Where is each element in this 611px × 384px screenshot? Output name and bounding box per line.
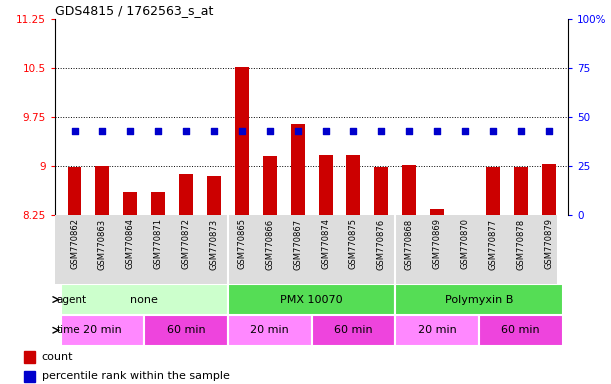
Text: GSM770877: GSM770877 — [488, 218, 497, 270]
Point — [404, 128, 414, 134]
Point — [432, 128, 442, 134]
Bar — [68, 167, 81, 215]
Point — [321, 128, 331, 134]
Point — [488, 128, 498, 134]
Point — [153, 128, 163, 134]
Text: GSM770876: GSM770876 — [377, 218, 386, 270]
Text: GSM770872: GSM770872 — [181, 218, 191, 270]
Point — [125, 128, 135, 134]
Point — [348, 128, 358, 134]
Bar — [291, 124, 305, 215]
Text: Polymyxin B: Polymyxin B — [445, 295, 513, 305]
Point — [98, 128, 108, 134]
Bar — [542, 164, 555, 215]
Text: percentile rank within the sample: percentile rank within the sample — [42, 371, 229, 381]
Point — [544, 128, 554, 134]
Bar — [486, 167, 500, 215]
Text: GSM770870: GSM770870 — [461, 218, 469, 270]
Text: GSM770874: GSM770874 — [321, 218, 330, 270]
Text: GSM770879: GSM770879 — [544, 218, 553, 270]
Text: GSM770878: GSM770878 — [516, 218, 525, 270]
Text: time: time — [56, 325, 80, 335]
Point — [237, 128, 247, 134]
Bar — [395, 315, 479, 346]
Point — [460, 128, 470, 134]
Point — [70, 128, 79, 134]
Bar — [346, 155, 360, 215]
Text: GSM770862: GSM770862 — [70, 218, 79, 270]
Bar — [235, 67, 249, 215]
Text: none: none — [130, 295, 158, 305]
Text: GSM770868: GSM770868 — [404, 218, 414, 270]
Bar — [207, 176, 221, 215]
Text: GSM770871: GSM770871 — [154, 218, 163, 270]
Bar — [152, 192, 165, 215]
Bar — [395, 284, 563, 315]
Text: count: count — [42, 352, 73, 362]
Point — [265, 128, 275, 134]
Text: GSM770864: GSM770864 — [126, 218, 135, 270]
Text: GDS4815 / 1762563_s_at: GDS4815 / 1762563_s_at — [55, 3, 213, 17]
Text: 20 min: 20 min — [418, 325, 456, 335]
Bar — [60, 284, 228, 315]
Text: agent: agent — [56, 295, 87, 305]
Bar — [514, 167, 528, 215]
Bar — [458, 215, 472, 217]
Bar — [318, 155, 332, 215]
Bar — [430, 209, 444, 215]
Bar — [402, 165, 416, 215]
Text: GSM770867: GSM770867 — [293, 218, 302, 270]
Bar — [144, 315, 228, 346]
Text: 20 min: 20 min — [251, 325, 289, 335]
Text: 20 min: 20 min — [83, 325, 122, 335]
Text: GSM770873: GSM770873 — [210, 218, 219, 270]
Bar — [479, 315, 563, 346]
Bar — [375, 167, 389, 215]
Text: GSM770869: GSM770869 — [433, 218, 442, 270]
Point — [209, 128, 219, 134]
Bar — [60, 315, 144, 346]
Bar — [263, 156, 277, 215]
Bar — [312, 315, 395, 346]
Text: 60 min: 60 min — [502, 325, 540, 335]
Point — [181, 128, 191, 134]
Text: GSM770875: GSM770875 — [349, 218, 358, 270]
Text: GSM770866: GSM770866 — [265, 218, 274, 270]
Bar — [123, 192, 137, 215]
Text: 60 min: 60 min — [334, 325, 373, 335]
Bar — [24, 371, 35, 382]
Point — [516, 128, 525, 134]
Bar — [95, 166, 109, 215]
Point — [376, 128, 386, 134]
Text: PMX 10070: PMX 10070 — [280, 295, 343, 305]
Bar — [228, 284, 395, 315]
Text: GSM770863: GSM770863 — [98, 218, 107, 270]
Text: GSM770865: GSM770865 — [238, 218, 246, 270]
Bar — [179, 174, 193, 215]
Bar — [24, 351, 35, 363]
Text: 60 min: 60 min — [167, 325, 205, 335]
Bar — [228, 315, 312, 346]
Point — [293, 128, 302, 134]
